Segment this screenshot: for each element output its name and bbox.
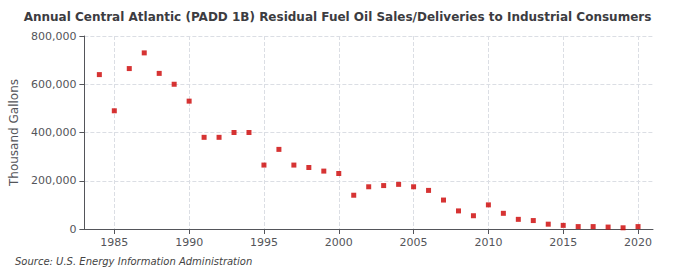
svg-text:1995: 1995 (250, 236, 278, 249)
svg-text:1990: 1990 (175, 236, 203, 249)
svg-text:2020: 2020 (624, 236, 652, 249)
svg-text:600,000: 600,000 (31, 78, 77, 91)
svg-text:2000: 2000 (325, 236, 353, 249)
svg-text:1985: 1985 (100, 236, 128, 249)
svg-text:Source: U.S. Energy Informatio: Source: U.S. Energy Information Administ… (15, 256, 252, 267)
svg-text:2015: 2015 (549, 236, 577, 249)
svg-text:2010: 2010 (474, 236, 502, 249)
svg-text:200,000: 200,000 (31, 174, 77, 187)
svg-text:2005: 2005 (400, 236, 428, 249)
svg-text:800,000: 800,000 (31, 30, 77, 43)
svg-text:Annual Central Atlantic (PADD: Annual Central Atlantic (PADD 1B) Residu… (24, 10, 652, 24)
svg-text:400,000: 400,000 (31, 126, 77, 139)
svg-text:Thousand Gallons: Thousand Gallons (7, 79, 21, 187)
svg-text:0: 0 (69, 223, 76, 236)
